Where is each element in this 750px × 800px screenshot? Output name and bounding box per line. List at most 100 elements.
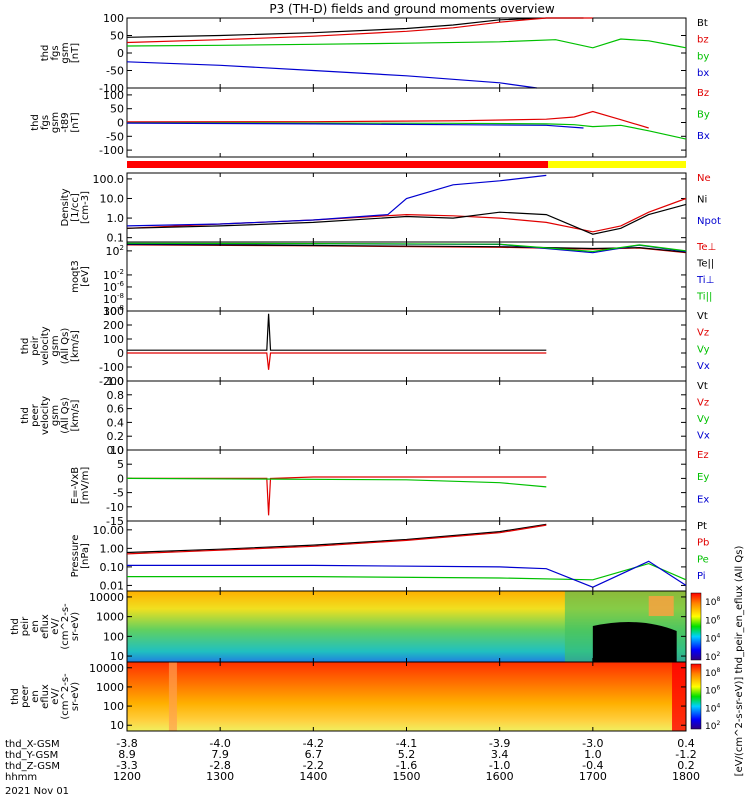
x-row-value: -1.2: [675, 748, 696, 761]
colorbar-tick-exponent: 4: [716, 633, 720, 640]
colorbar-tick-exponent: 6: [716, 685, 720, 692]
legend-entry: Bz: [697, 88, 709, 99]
y-tick-exponent: -8: [117, 292, 124, 300]
y-axis-label: thd peer en eflux eV/(cm^2-s-sr-eV): [10, 673, 81, 720]
y-tick-label: 100: [103, 333, 124, 346]
y-tick-label: 100: [103, 89, 124, 102]
series-fgs_gsm-bz: [126, 17, 593, 44]
series-pressure-Pb: [126, 524, 547, 555]
y-axis-label-line: en: [30, 690, 41, 703]
panel-density: 100.0 10.0 1.0 0.1 Density [1/cc] [cm-3] Ne Ni Np…: [60, 172, 721, 245]
y-axis-label-line: sr-eV): [70, 612, 81, 641]
legend-entry: Ey: [697, 472, 709, 483]
y-tick-label: -15: [106, 515, 124, 528]
y-axis-label-line: Density: [60, 188, 71, 226]
y-axis-label-line: sr-eV): [70, 682, 81, 711]
y-tick-label: -100: [99, 361, 124, 374]
colorbar-tick-exponent: 2: [716, 651, 720, 658]
legend-entry: bz: [697, 35, 709, 46]
x-row-value: -1.6: [396, 759, 417, 772]
y-axis-label-line: fgs: [50, 45, 61, 60]
y-axis-label-line: thd: [10, 618, 21, 635]
y-tick-label: 10.0: [100, 192, 125, 205]
y-axis-label: Pressure [nPa]: [70, 535, 91, 578]
y-axis-label-line: E=-VxB: [70, 467, 81, 504]
x-row-value: 5.2: [398, 748, 416, 761]
colorbar-tick: 106: [705, 614, 720, 626]
y-tick-label: 100: [103, 700, 124, 713]
panel-frame: [126, 449, 687, 522]
colorbar-tick: 108: [705, 596, 720, 608]
y-axis-label-line: -t89: [60, 112, 71, 132]
x-row-value: -0.4: [582, 759, 603, 772]
y-tick-label: 0: [117, 347, 124, 360]
y-tick-label: 100: [103, 12, 124, 25]
y-tick-label: 1.00: [100, 542, 125, 555]
y-tick-label: 102: [106, 244, 124, 258]
y-tick-label: -100: [99, 144, 124, 157]
x-row-value: 1300: [206, 770, 234, 783]
y-axis-label-line: eV/: [50, 618, 61, 635]
legend-entry: Vz: [697, 397, 709, 408]
legend-entry: By: [697, 110, 710, 121]
x-row-value: 0.4: [677, 737, 695, 750]
panel-frame: [126, 380, 687, 451]
y-tick-label: 10000: [89, 591, 124, 604]
y-tick-label: 10.00: [93, 524, 125, 537]
y-tick-label: 50: [110, 103, 124, 116]
spectrogram-stripe: [168, 662, 177, 731]
legend-entry: Vy: [697, 344, 710, 355]
y-tick-exponent: -6: [117, 280, 125, 288]
legend-entry: Te||: [696, 258, 714, 269]
y-axis-label: thd peir velocity gsm (All Qs) [km/s]: [20, 326, 81, 365]
x-row-value: 1200: [113, 770, 141, 783]
y-axis-label-line: peer: [30, 403, 41, 427]
y-tick-label: 300: [103, 305, 124, 318]
x-row-value: 1400: [299, 770, 327, 783]
legend-entry: Ni: [697, 195, 707, 206]
legend-entry: Ti⊥: [696, 275, 714, 286]
legend-entry: bx: [697, 68, 709, 79]
y-axis-label-line: [nPa]: [80, 543, 91, 569]
y-tick-label: 0: [117, 117, 124, 130]
series-efield-Ey: [126, 477, 547, 488]
colorbar-tick: 108: [705, 667, 720, 679]
y-axis-label-line: [nT]: [70, 112, 81, 132]
legend-entry: Ex: [697, 494, 709, 505]
x-row-value: 1800: [672, 770, 700, 783]
y-tick-label: 200: [103, 319, 124, 332]
legend-entry: Bt: [697, 18, 708, 29]
x-row-value: -4.0: [209, 737, 230, 750]
y-axis-label-line: [km/s]: [70, 399, 81, 431]
legend-entry: Pi: [697, 571, 706, 582]
y-tick-label: 0.8: [107, 389, 125, 402]
legend-entry: Te⊥: [696, 242, 716, 253]
y-axis-label-line: gsm: [50, 335, 61, 356]
y-axis-label-line: (All Qs): [60, 397, 71, 434]
y-tick-label: 0.0: [107, 444, 125, 457]
y-tick-label: 1.0: [107, 212, 125, 225]
y-axis-label-line: (cm^2-s-: [60, 603, 71, 650]
x-row-value: 1600: [486, 770, 514, 783]
y-axis-label-line: thd: [30, 114, 41, 131]
y-axis-label-line: moqt3: [70, 260, 81, 293]
y-tick-label: 10: [110, 719, 124, 732]
colorbar-tick: 102: [705, 720, 720, 732]
y-axis-label-line: peir: [20, 616, 31, 636]
legend-entry: Vx: [697, 430, 710, 441]
mode-strip-segment: [127, 161, 549, 168]
y-tick-exponent: -2: [117, 268, 124, 276]
y-axis-label: Density [1/cc] [cm-3]: [60, 188, 91, 226]
series-pressure-Pe: [127, 562, 687, 581]
y-axis-label-line: velocity: [40, 396, 51, 435]
legend-entry: Pt: [697, 521, 707, 532]
panel-frame: [126, 241, 687, 312]
y-tick-label: 50: [110, 30, 124, 43]
spectrogram-edge: [672, 662, 686, 731]
x-row-value: -4.1: [396, 737, 417, 750]
legend-entry: Pe: [697, 554, 709, 565]
